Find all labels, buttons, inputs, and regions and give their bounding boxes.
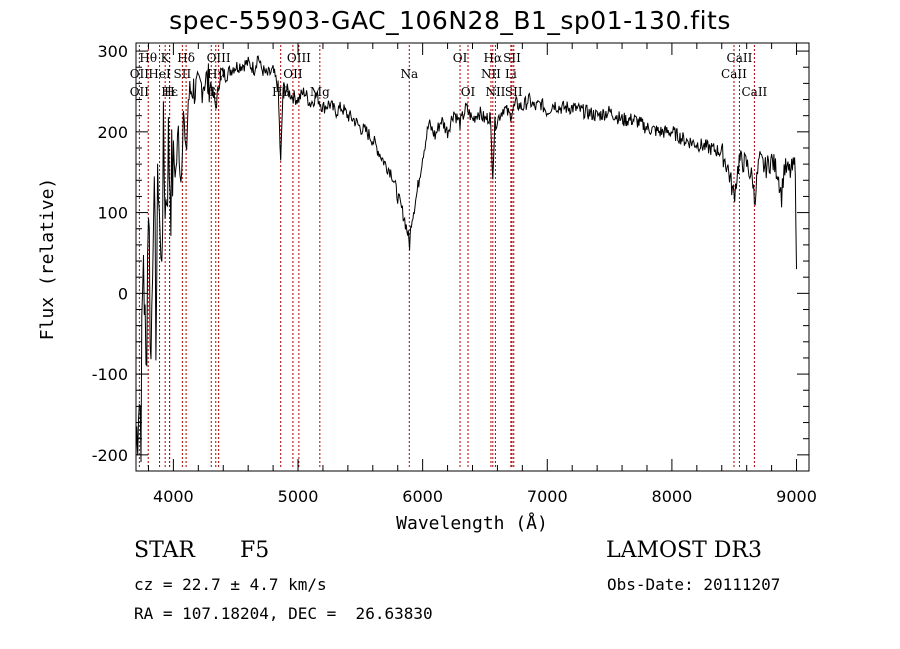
y-tick-label: 200 <box>97 123 128 142</box>
y-tick-label: 100 <box>97 204 128 223</box>
spectral-line-label: OII <box>283 67 303 81</box>
spectrum-series <box>135 55 797 463</box>
y-tick-label: 300 <box>97 42 128 61</box>
x-tick-label: 6000 <box>402 487 443 506</box>
redshift-value: cz = 22.7 ± 4.7 km/s <box>134 575 327 594</box>
spectral-line-label: CaII <box>741 85 767 99</box>
spectral-line-label: Li <box>505 67 517 81</box>
spectral-line-label: Na <box>400 67 418 81</box>
spectral-line-label: CaII <box>721 67 747 81</box>
spectral-line-label: HeI <box>148 67 171 81</box>
spectral-line-label: Hα <box>484 51 503 65</box>
spectral-line-label: SII <box>174 67 192 81</box>
spectral-line-label: G <box>206 85 216 99</box>
survey-name: LAMOST DR3 <box>606 538 762 563</box>
y-tick-label: -200 <box>92 446 128 465</box>
x-axis: 4000 5000 6000 7000 8000 9000 <box>147 43 817 506</box>
spectral-line-label: OI <box>453 51 468 65</box>
spectral-line-label: NII <box>485 85 505 99</box>
spectral-line-label: NII <box>481 67 501 81</box>
y-axis: -200 -100 0 100 200 300 <box>92 42 809 465</box>
x-tick-label: 7000 <box>527 487 568 506</box>
spectral-line-label: OI <box>461 85 476 99</box>
x-tick-label: 8000 <box>652 487 693 506</box>
spectral-line-label: CaII <box>727 51 753 65</box>
spectral-line-label: Mg <box>310 85 330 99</box>
spectral-line-label: Hθ <box>139 51 157 65</box>
spectral-line-label: H <box>164 85 174 99</box>
y-tick-label: -100 <box>92 365 128 384</box>
spectral-line-label: OII <box>130 85 150 99</box>
spectral-line-label: K <box>161 51 171 65</box>
x-tick-label: 4000 <box>153 487 194 506</box>
spectral-line-label: Hε <box>161 85 178 99</box>
x-tick-label: 9000 <box>776 487 817 506</box>
chart-title: spec-55903-GAC_106N28_B1_sp01-130.fits <box>169 6 731 35</box>
y-axis-label: Flux (relative) <box>37 178 58 341</box>
coordinates: RA = 107.18204, DEC = 26.63830 <box>134 604 433 623</box>
spectral-line-label: SII <box>505 85 523 99</box>
spectral-line-label: SII <box>503 51 521 65</box>
flux-line <box>135 55 797 463</box>
object-subclass: F5 <box>240 538 270 563</box>
spectral-line-label: OIII <box>207 51 231 65</box>
spectral-lines <box>138 45 755 469</box>
y-tick-label: 0 <box>118 284 128 303</box>
x-tick-label: 5000 <box>278 487 319 506</box>
x-axis-label: Wavelength (Å) <box>396 512 548 534</box>
spectral-line-label: OIII <box>287 51 311 65</box>
object-class: STAR <box>134 538 195 563</box>
spectral-line-label: OII <box>130 67 150 81</box>
spectral-line-label: Hδ <box>177 51 195 65</box>
plot-frame <box>135 42 810 472</box>
obs-date: Obs-Date: 20111207 <box>607 575 781 594</box>
